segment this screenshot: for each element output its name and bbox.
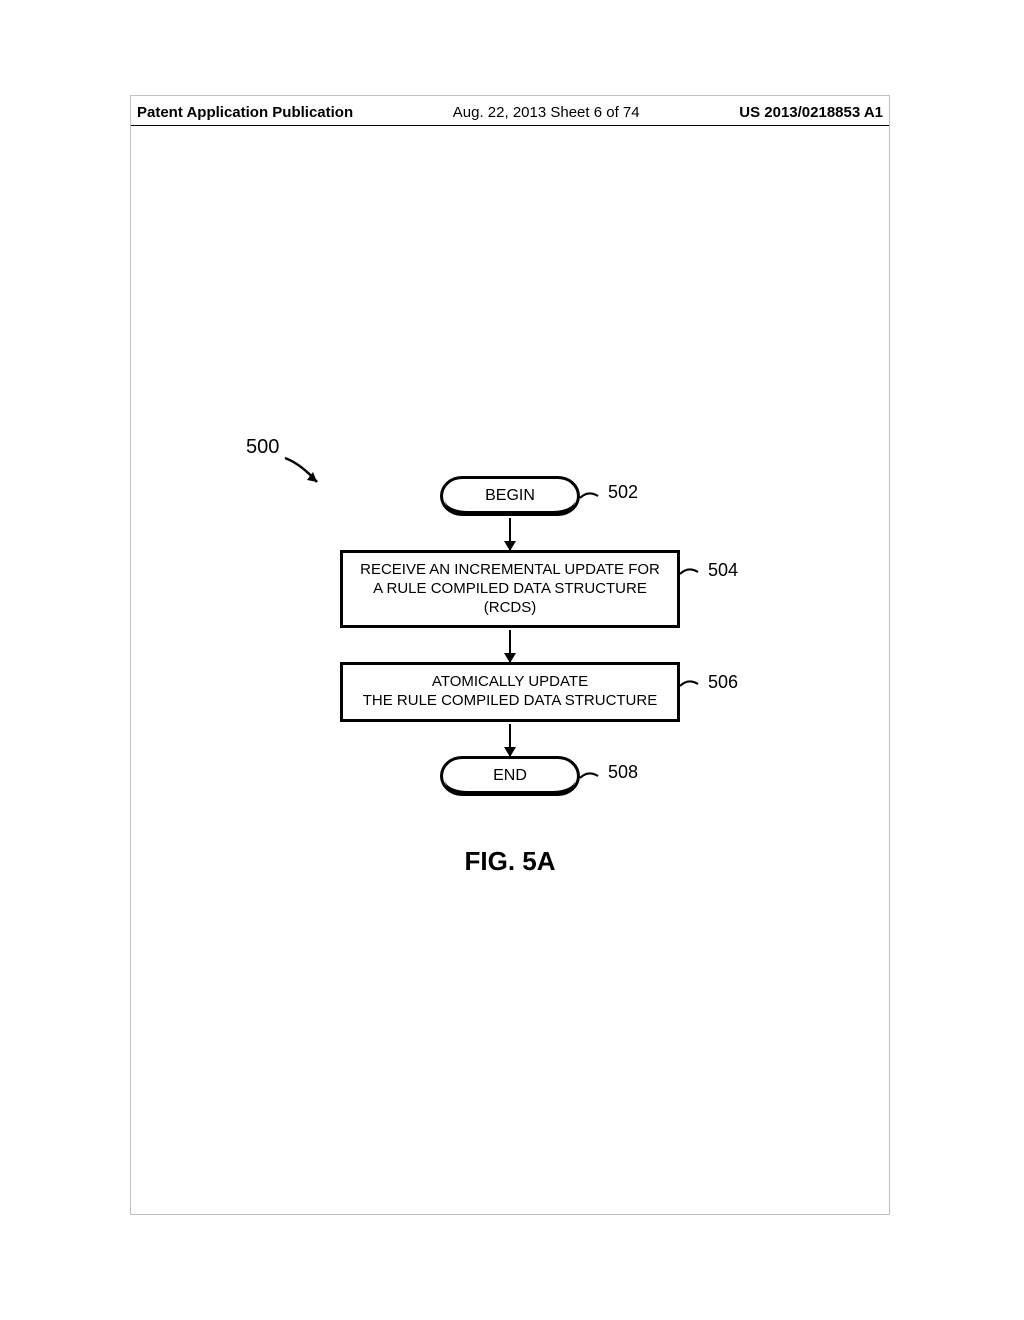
process-504: RECEIVE AN INCREMENTAL UPDATE FOR A RULE… — [340, 550, 680, 628]
ref-connector-icon — [678, 676, 706, 696]
process-504-line2: A RULE COMPILED DATA STRUCTURE (RCDS) — [357, 580, 663, 618]
process-506-line1: ATOMICALLY UPDATE — [357, 673, 663, 692]
terminal-begin-label: BEGIN — [485, 487, 535, 505]
header-left: Patent Application Publication — [137, 104, 353, 121]
figure-caption: FIG. 5A — [464, 846, 555, 877]
page-header: Patent Application Publication Aug. 22, … — [131, 96, 889, 126]
ref-connector-icon — [578, 488, 606, 508]
terminal-end-label: END — [493, 767, 527, 785]
ref-connector-icon — [578, 768, 606, 788]
arrow-down-icon — [509, 518, 511, 550]
ref-connector-icon — [678, 564, 706, 584]
header-right: US 2013/0218853 A1 — [739, 104, 883, 121]
process-506: ATOMICALLY UPDATE THE RULE COMPILED DATA… — [340, 662, 680, 722]
ref-500-pointer-icon — [283, 454, 333, 494]
flowchart-ref-number: 500 — [246, 436, 279, 459]
arrow-down-icon — [509, 724, 511, 756]
terminal-begin: BEGIN — [440, 476, 580, 516]
ref-label-508: 508 — [608, 762, 638, 783]
ref-label-502: 502 — [608, 482, 638, 503]
process-506-line2: THE RULE COMPILED DATA STRUCTURE — [357, 692, 663, 711]
terminal-end: END — [440, 756, 580, 796]
process-504-line1: RECEIVE AN INCREMENTAL UPDATE FOR — [357, 561, 663, 580]
header-center: Aug. 22, 2013 Sheet 6 of 74 — [453, 104, 640, 121]
arrow-down-icon — [509, 630, 511, 662]
page-frame: Patent Application Publication Aug. 22, … — [130, 95, 890, 1215]
figure-area: 500 BEGIN 502 RECEIVE AN INCREMENTAL UPD… — [131, 126, 889, 1206]
ref-label-504: 504 — [708, 560, 738, 581]
flowchart: BEGIN 502 RECEIVE AN INCREMENTAL UPDATE … — [340, 476, 680, 796]
ref-label-506: 506 — [708, 672, 738, 693]
